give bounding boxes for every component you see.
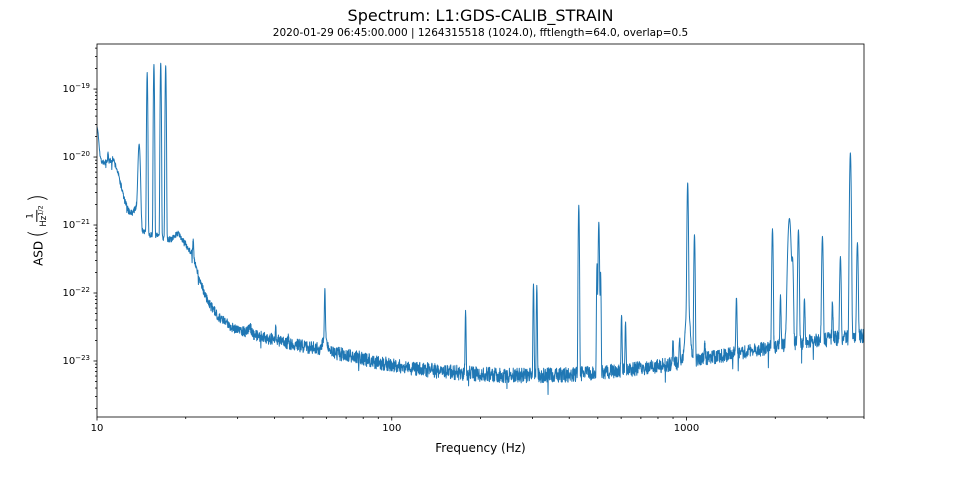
x-tick-labels: 10 100 1000 bbox=[91, 423, 700, 434]
y-label-close-paren: ) bbox=[24, 194, 51, 203]
svg-text:10: 10 bbox=[91, 423, 104, 434]
svg-text:10−23: 10−23 bbox=[62, 354, 90, 367]
y-label-fraction: 1 Hz1/2 bbox=[25, 205, 49, 227]
y-label-denominator: Hz1/2 bbox=[36, 205, 49, 227]
plot-frame bbox=[96, 43, 865, 418]
svg-text:10−21: 10−21 bbox=[62, 218, 90, 231]
plot-subtitle: 2020-01-29 06:45:00.000 | 1264315518 (10… bbox=[272, 27, 689, 39]
svg-text:100: 100 bbox=[382, 423, 401, 434]
svg-text:10−22: 10−22 bbox=[62, 286, 90, 299]
spectrum-line bbox=[97, 62, 864, 395]
axis-ticks bbox=[93, 47, 865, 421]
y-axis-label: ASD ( 1 Hz1/2 ) bbox=[24, 194, 51, 266]
y-label-prefix: ASD bbox=[30, 240, 45, 266]
svg-text:10−19: 10−19 bbox=[62, 82, 90, 95]
svg-text:10−20: 10−20 bbox=[62, 150, 90, 163]
svg-text:1000: 1000 bbox=[674, 423, 699, 434]
plot-title: Spectrum: L1:GDS-CALIB_STRAIN bbox=[347, 6, 614, 25]
y-tick-labels: 10−19 10−20 10−21 10−22 10−23 bbox=[62, 82, 90, 367]
y-label-open-paren: ( bbox=[24, 229, 51, 238]
x-axis-label: Frequency (Hz) bbox=[435, 441, 526, 455]
